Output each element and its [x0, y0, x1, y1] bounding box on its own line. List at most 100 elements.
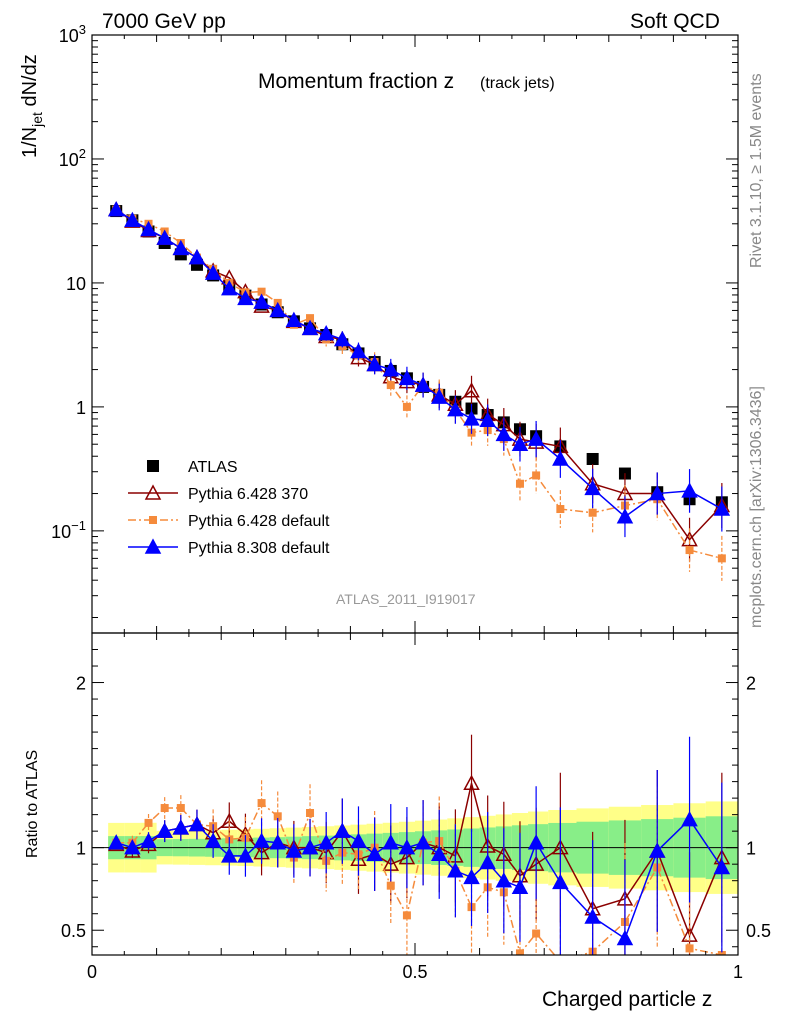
legend-marker-atlas	[147, 460, 159, 472]
ratio-point-pythia-8-308-default	[188, 815, 206, 832]
ratio-point-pythia-8-308-default	[584, 908, 601, 924]
data-point-pythia-8-308-default	[398, 369, 416, 386]
data-point-pythia-8-308-default	[495, 425, 513, 442]
data-point-pythia-6-428-default	[257, 287, 266, 296]
ratio-point-pythia-6-428-default	[160, 804, 169, 813]
ratio-y-tick-label-right: 1	[746, 839, 756, 859]
plot-title-sub: (track jets)	[480, 75, 555, 92]
ratio-point-pythia-8-308-default	[552, 873, 569, 890]
data-point-pythia-8-308-default	[124, 211, 141, 228]
data-point-pythia-8-308-default	[204, 264, 222, 280]
ratio-panel	[92, 801, 738, 894]
ratio-point-pythia-8-308-default	[124, 839, 141, 855]
ratio-point-pythia-6-428-default	[402, 911, 411, 920]
ratio-point-pythia-8-308-default	[269, 834, 286, 850]
y-tick-label: 10−1	[51, 518, 86, 542]
ratio-point-pythia-8-308-default	[140, 832, 157, 848]
svg-text:Ratio to ATLAS: Ratio to ATLAS	[24, 750, 41, 858]
data-point-pythia-8-308-default	[140, 220, 157, 237]
data-point-pythia-6-428-default	[515, 479, 524, 488]
y-axis-label-ratio: Ratio to ATLAS	[24, 750, 41, 858]
data-point-pythia-8-308-default	[527, 430, 545, 446]
ratio-point-pythia-8-308-default	[382, 834, 400, 850]
ratio-y-tick-label-right: 2	[746, 674, 756, 694]
legend-marker-pythia-6-428-370	[144, 484, 162, 500]
svg-text:1/Njet dN/dz: 1/Njet dN/dz	[19, 54, 45, 158]
x-tick-label: 0.5	[402, 962, 427, 982]
analysis-label: ATLAS_2011_I919017	[336, 591, 476, 607]
legend-marker-pythia-8-308-default	[144, 538, 162, 554]
x-axis-label: Charged particle z	[542, 988, 712, 1011]
data-point-pythia-6-428-default	[532, 471, 541, 480]
ratio-point-pythia-8-308-default	[511, 878, 529, 895]
ratio-point-pythia-8-308-default	[463, 868, 480, 885]
data-point-pythia-6-428-default	[306, 314, 315, 323]
data-point-pythia-6-428-default	[685, 546, 694, 555]
ratio-point-pythia-8-308-default	[237, 847, 254, 863]
data-point-pythia-8-308-default	[616, 508, 634, 524]
ratio-point-pythia-6-428-default	[515, 949, 524, 955]
ratio-line-pythia-6-428-default	[116, 801, 723, 955]
ratio-point-pythia-8-308-default	[495, 872, 513, 888]
data-point-pythia-6-428-default	[402, 402, 411, 411]
ratio-point-pythia-8-308-default	[398, 839, 416, 855]
ratio-y-tick-label: 0.5	[61, 921, 86, 941]
y-tick-label: 10	[66, 274, 86, 294]
data-point-pythia-8-308-default	[107, 201, 125, 217]
ratio-point-pythia-8-308-default	[681, 811, 698, 827]
y-tick-label: 1	[76, 398, 86, 418]
data-point-pythia-8-308-default	[584, 479, 601, 496]
ratio-point-pythia-6-428-default	[273, 812, 282, 821]
data-point-pythia-8-308-default	[382, 360, 400, 377]
ratio-point-pythia-6-428-default	[257, 799, 266, 808]
ratio-point-pythia-8-308-default	[366, 845, 383, 862]
data-point-pythia-8-308-default	[285, 311, 303, 327]
legend-label-atlas: ATLAS	[188, 459, 238, 476]
ratio-point-pythia-8-308-default	[334, 822, 351, 838]
ratio-point-pythia-8-308-default	[479, 853, 496, 870]
ratio-point-pythia-6-428-default	[717, 951, 726, 955]
ratio-point-pythia-6-428-default	[306, 808, 315, 817]
ratio-y-tick-label-right: 0.5	[746, 921, 771, 941]
data-point-pythia-8-308-default	[648, 484, 666, 501]
data-point-pythia-8-308-default	[156, 229, 173, 245]
data-point-pythia-6-428-default	[588, 508, 597, 517]
data-point-pythia-8-308-default	[188, 249, 206, 265]
ratio-point-pythia-8-308-default	[172, 819, 190, 835]
x-tick-label: 1	[733, 962, 743, 982]
ratio-point-pythia-8-308-default	[107, 834, 125, 850]
data-point-pythia-8-308-default	[269, 301, 286, 318]
legend-marker-pythia-6-428-default	[149, 516, 157, 524]
ratio-point-pythia-8-308-default	[253, 832, 270, 848]
data-point-pythia-6-428-default	[386, 381, 395, 390]
data-point-pythia-8-308-default	[713, 500, 731, 516]
data-point-pythia-8-308-default	[463, 410, 480, 426]
ratio-point-pythia-6-428-default	[532, 929, 541, 938]
data-point-pythia-8-308-default	[350, 342, 367, 359]
main-series-group	[107, 201, 731, 581]
legend-label-pythia-8-308-default: Pythia 8.308 default	[188, 540, 330, 557]
ratio-point-pythia-8-308-default	[616, 929, 634, 946]
ratio-point-pythia-8-308-default	[713, 858, 731, 875]
ratio-point-pythia-8-308-default	[350, 832, 367, 848]
axes-group: 0 0.5 1 10−1 1 10 102 103 0.5 0.5 1 1 2 2	[51, 22, 771, 982]
data-point-pythia-8-308-default	[552, 450, 569, 466]
ratio-point-pythia-6-428-default	[176, 804, 185, 813]
plot-title: Momentum fraction z	[258, 70, 454, 93]
data-point-pythia-8-308-default	[334, 330, 351, 347]
data-point-pythia-8-308-default	[511, 435, 529, 451]
ratio-point-pythia-8-308-default	[648, 842, 666, 858]
ratio-frame	[91, 632, 739, 956]
ratio-point-pythia-6-428-default	[556, 958, 564, 966]
ratio-point-pythia-8-308-default	[221, 847, 238, 863]
ratio-point-pythia-6-428-370	[463, 774, 480, 791]
ratio-series-group	[107, 734, 731, 966]
ratio-point-pythia-6-428-default	[144, 818, 153, 827]
data-point-pythia-8-308-default	[414, 376, 432, 392]
data-point-pythia-8-308-default	[317, 325, 335, 341]
ratio-point-pythia-6-428-default	[685, 944, 694, 953]
header-energy: 7000 GeV pp	[102, 10, 226, 33]
y-axis-label-main: 1/Njet dN/dz	[19, 54, 45, 158]
legend: ATLAS Pythia 6.428 370 Pythia 6.428 defaul…	[128, 459, 330, 557]
data-point-pythia-6-428-370	[463, 382, 480, 398]
